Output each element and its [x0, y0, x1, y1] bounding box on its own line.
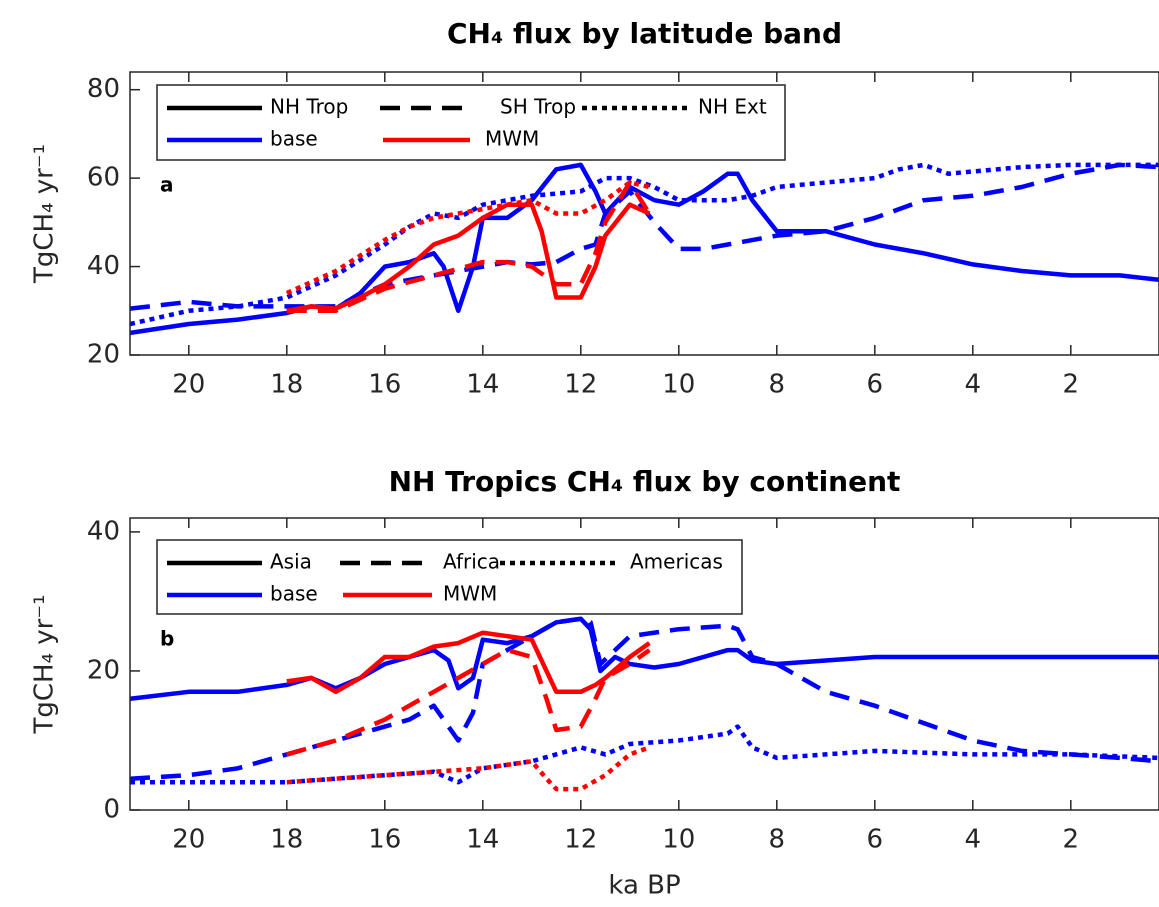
y-tick-label: 80	[87, 74, 120, 104]
line-series	[130, 162, 1159, 327]
y-tick-label: 0	[103, 795, 120, 825]
x-tick-label: 6	[867, 825, 884, 855]
legend-label: SH Trop	[500, 95, 576, 119]
line-series	[130, 616, 1159, 781]
y-tick-label: 20	[87, 340, 120, 370]
x-tick-label: 4	[965, 825, 982, 855]
x-tick-label: 12	[564, 825, 597, 855]
line-series	[130, 724, 1159, 785]
y-axis-label: TgCH₄ yr⁻¹	[30, 144, 60, 284]
x-tick-label: 6	[867, 370, 884, 400]
y-tick-label: 40	[87, 516, 120, 546]
x-tick-label: 10	[662, 825, 695, 855]
x-tick-label: 12	[564, 370, 597, 400]
axes-box	[129, 71, 1159, 356]
line-series	[285, 180, 650, 296]
panel-label: a	[160, 173, 174, 197]
y-axis-label: TgCH₄ yr⁻¹	[30, 594, 60, 734]
legend-label: NH Ext	[698, 95, 767, 119]
legend-box	[156, 539, 743, 615]
x-tick-label: 20	[172, 370, 205, 400]
legend-box	[156, 84, 786, 161]
legend: NH Trop SH Trop NH Ext base MWM	[156, 84, 786, 161]
x-tick-label: 10	[662, 370, 695, 400]
line-series	[286, 202, 651, 314]
line-series	[286, 647, 651, 757]
legend-label: base	[270, 582, 318, 606]
x-tick-label: 16	[368, 825, 401, 855]
x-tick-label: 2	[1063, 825, 1080, 855]
legend: Asia Africa Americas base MWM	[156, 539, 743, 615]
y-tick-label: 20	[87, 655, 120, 685]
x-tick-label: 2	[1063, 370, 1080, 400]
line-series	[286, 745, 651, 792]
y-tick-label: 40	[87, 251, 120, 281]
x-tick-label: 14	[466, 370, 499, 400]
y-tick-label: 60	[87, 163, 120, 193]
x-tick-label: 18	[270, 370, 303, 400]
legend-label: NH Trop	[270, 95, 348, 119]
legend-label: Africa	[443, 550, 500, 574]
panel: CH₄ flux by latitude band TgCH₄ yr⁻¹ 20 40 6…	[30, 17, 1159, 400]
x-tick-label: 4	[965, 370, 982, 400]
x-axis-label: ka BP	[608, 871, 680, 901]
line-series	[130, 616, 1159, 702]
plot-area	[130, 162, 1159, 336]
axes-box	[129, 517, 1159, 811]
legend-label: Americas	[630, 550, 723, 574]
line-series	[286, 630, 651, 695]
legend-label: MWM	[485, 127, 539, 151]
line-series	[130, 162, 1159, 336]
plot-area	[130, 616, 1159, 792]
x-tick-label: 8	[769, 370, 786, 400]
chart-title: NH Tropics CH₄ flux by continent	[389, 465, 901, 498]
x-tick-label: 8	[769, 825, 786, 855]
x-tick-label: 14	[466, 825, 499, 855]
line-series	[286, 180, 652, 314]
legend-label: base	[270, 127, 318, 151]
x-tick-label: 16	[368, 370, 401, 400]
legend-label: MWM	[443, 582, 497, 606]
legend-label: Asia	[270, 550, 312, 574]
panel-label: b	[160, 627, 174, 651]
x-tick-label: 20	[172, 825, 205, 855]
panel: NH Tropics CH₄ flux by continent TgCH₄ yr…	[30, 465, 1159, 901]
x-tick-label: 18	[270, 825, 303, 855]
chart-title: CH₄ flux by latitude band	[447, 17, 842, 50]
